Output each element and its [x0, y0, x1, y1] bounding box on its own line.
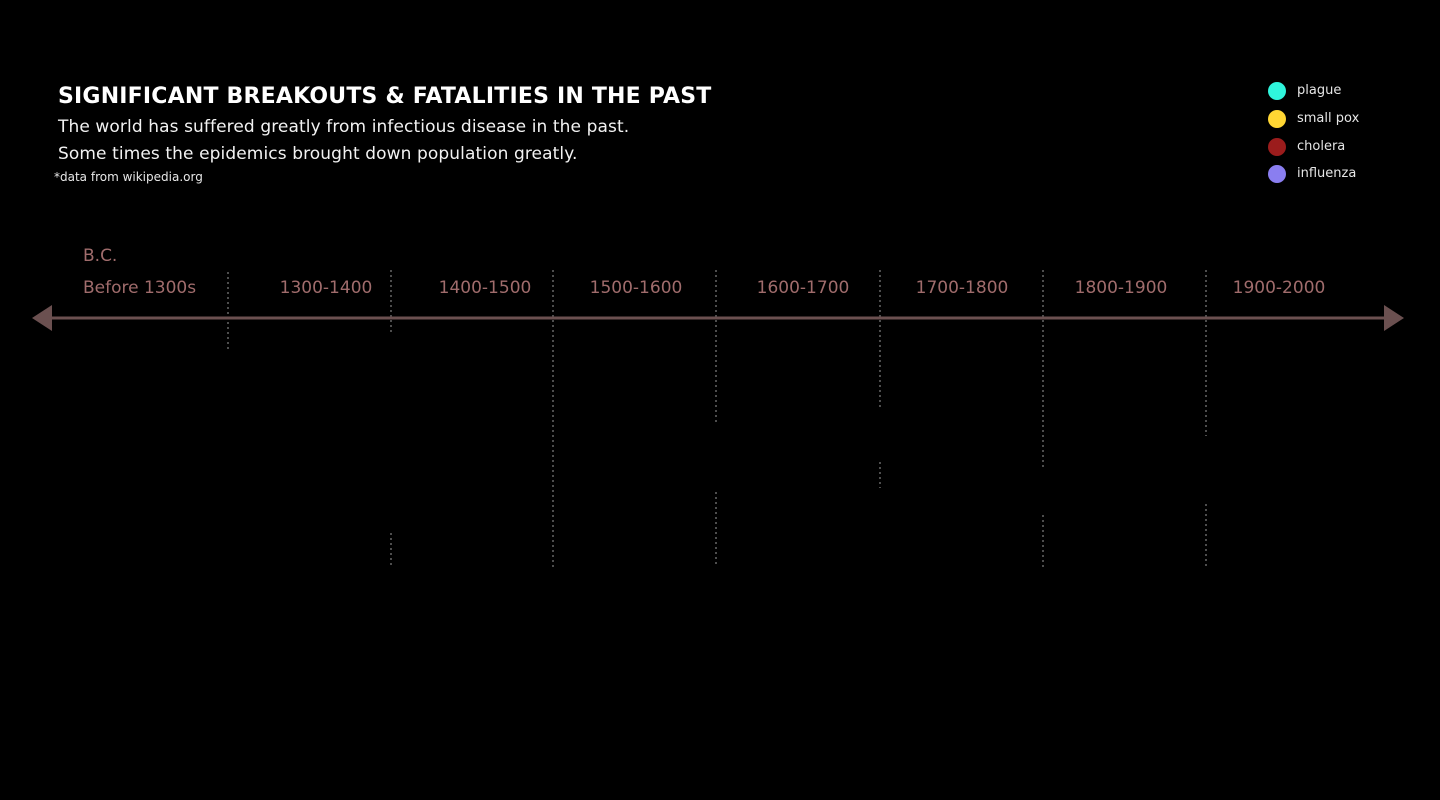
arrow-right-icon — [1384, 305, 1404, 331]
subtitle-line-1: The world has suffered greatly from infe… — [58, 117, 630, 137]
timeline-dividers — [227, 270, 1207, 567]
arrow-left-icon — [32, 305, 52, 331]
influenza-dot-icon — [1268, 165, 1286, 183]
period-label-before-1300s: Before 1300s — [83, 278, 197, 298]
period-label-1600-1700: 1600-1700 — [756, 278, 850, 298]
period-label-1800-1900: 1800-1900 — [1074, 278, 1168, 298]
small-pox-dot-icon — [1268, 110, 1286, 128]
plague-dot-icon — [1268, 82, 1286, 100]
period-label-1700-1800: 1700-1800 — [915, 278, 1009, 298]
era-label-bc: B.C. — [83, 246, 118, 266]
source-note: *data from wikipedia.org — [54, 170, 203, 184]
period-label-1400-1500: 1400-1500 — [438, 278, 532, 298]
legend-label: plague — [1297, 83, 1342, 98]
legend-label: influenza — [1297, 166, 1357, 181]
page-title: SIGNIFICANT BREAKOUTS & FATALITIES IN TH… — [58, 84, 712, 109]
period-label-1300-1400: 1300-1400 — [279, 278, 373, 298]
legend-label: small pox — [1297, 111, 1360, 126]
subtitle-line-2: Some times the epidemics brought down po… — [58, 144, 578, 164]
period-label-1900-2000: 1900-2000 — [1232, 278, 1326, 298]
legend-label: cholera — [1297, 139, 1346, 154]
cholera-dot-icon — [1268, 138, 1286, 156]
period-label-1500-1600: 1500-1600 — [589, 278, 683, 298]
